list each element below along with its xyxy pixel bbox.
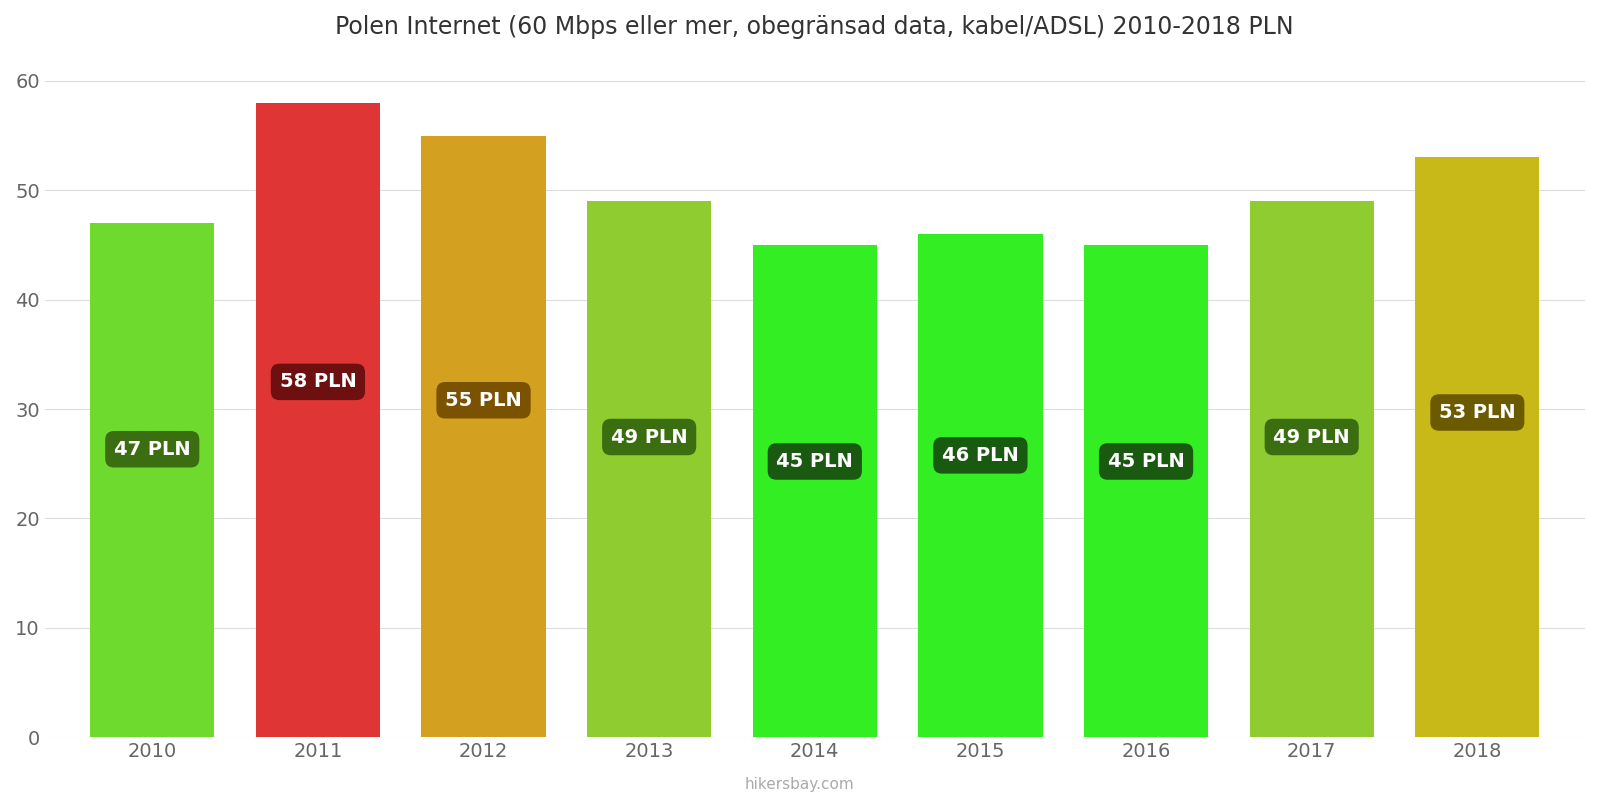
- Text: 55 PLN: 55 PLN: [445, 390, 522, 410]
- Bar: [90, 223, 214, 737]
- Bar: [421, 135, 546, 737]
- Text: 53 PLN: 53 PLN: [1438, 403, 1515, 422]
- Bar: [918, 234, 1043, 737]
- Bar: [256, 102, 381, 737]
- Text: 47 PLN: 47 PLN: [114, 440, 190, 458]
- Text: 45 PLN: 45 PLN: [1107, 452, 1184, 471]
- Text: 45 PLN: 45 PLN: [776, 452, 853, 471]
- Bar: [752, 245, 877, 737]
- Text: 58 PLN: 58 PLN: [280, 372, 357, 391]
- Text: 49 PLN: 49 PLN: [611, 427, 688, 446]
- Bar: [587, 201, 712, 737]
- Bar: [1416, 158, 1539, 737]
- Text: hikersbay.com: hikersbay.com: [746, 777, 854, 792]
- Text: 46 PLN: 46 PLN: [942, 446, 1019, 465]
- Text: 49 PLN: 49 PLN: [1274, 427, 1350, 446]
- Title: Polen Internet (60 Mbps eller mer, obegränsad data, kabel/ADSL) 2010-2018 PLN: Polen Internet (60 Mbps eller mer, obegr…: [336, 15, 1294, 39]
- Bar: [1250, 201, 1374, 737]
- Bar: [1083, 245, 1208, 737]
